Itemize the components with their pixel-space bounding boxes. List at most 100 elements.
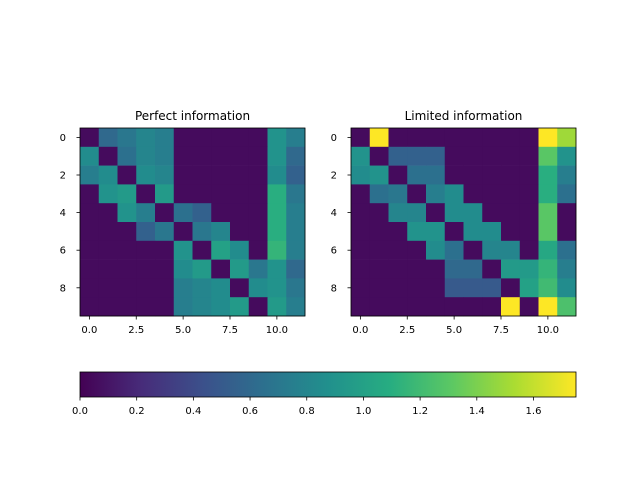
heatmap-cell bbox=[426, 128, 446, 148]
heatmap-cell bbox=[444, 240, 464, 260]
heatmap-cell bbox=[407, 259, 427, 279]
heatmap-cell bbox=[136, 297, 156, 317]
colorbar-frame bbox=[79, 371, 577, 398]
heatmap-cell bbox=[369, 297, 389, 317]
heatmap-cell bbox=[444, 128, 464, 148]
heatmap-cell bbox=[501, 203, 521, 223]
heatmap-cell bbox=[388, 203, 408, 223]
heatmap-cell bbox=[192, 203, 212, 223]
x-tick-label: 7.5 bbox=[493, 325, 509, 336]
heatmap-cell bbox=[230, 259, 250, 279]
heatmap-cell bbox=[519, 184, 539, 204]
heatmap-cell bbox=[211, 203, 231, 223]
heatmap-cell bbox=[192, 297, 212, 317]
heatmap-cell bbox=[369, 240, 389, 260]
heatmap-cell bbox=[501, 259, 521, 279]
heatmap-cell bbox=[192, 222, 212, 242]
heatmap-cell bbox=[557, 259, 577, 279]
heatmap-cell bbox=[519, 259, 539, 279]
heatmap-cell bbox=[155, 203, 175, 223]
heatmap-cell bbox=[557, 297, 577, 317]
heatmap-cell bbox=[117, 146, 137, 166]
heatmap-cell bbox=[519, 297, 539, 317]
heatmap-cell bbox=[369, 165, 389, 185]
heatmap-cell bbox=[230, 278, 250, 298]
heatmap-cell bbox=[482, 184, 502, 204]
heatmap-cell bbox=[482, 259, 502, 279]
heatmap-cell bbox=[80, 184, 100, 204]
heatmap-cell bbox=[351, 297, 371, 317]
heatmap-cell bbox=[98, 203, 118, 223]
heatmap-cell bbox=[557, 203, 577, 223]
heatmap-cell bbox=[192, 146, 212, 166]
heatmap-cell bbox=[388, 259, 408, 279]
heatmap-cell bbox=[173, 184, 193, 204]
heatmap-cell bbox=[519, 165, 539, 185]
colorbar-tick-label: 0.6 bbox=[242, 406, 258, 417]
heatmap-cell bbox=[98, 297, 118, 317]
heatmap-cell bbox=[211, 222, 231, 242]
heatmap-cell bbox=[426, 278, 446, 298]
heatmap-cell bbox=[538, 297, 558, 317]
heatmap-cell bbox=[557, 146, 577, 166]
heatmap-cell bbox=[501, 184, 521, 204]
heatmap-cell bbox=[557, 222, 577, 242]
heatmap-cell bbox=[173, 146, 193, 166]
heatmap-cell bbox=[351, 184, 371, 204]
y-tick-label: 6 bbox=[60, 246, 66, 257]
heatmap-cell bbox=[369, 222, 389, 242]
heatmap-cell bbox=[388, 128, 408, 148]
heatmap-cell bbox=[444, 297, 464, 317]
y-tick-label: 8 bbox=[331, 283, 337, 294]
heatmap-cell bbox=[98, 184, 118, 204]
colorbar-tick-label: 0.2 bbox=[129, 406, 145, 417]
heatmap-cell bbox=[117, 184, 137, 204]
y-tick-label: 4 bbox=[60, 208, 66, 219]
y-tick-label: 2 bbox=[331, 171, 337, 182]
heatmap-cell bbox=[501, 146, 521, 166]
heatmap-cell bbox=[248, 259, 268, 279]
colorbar-gradient bbox=[80, 372, 576, 397]
heatmap-cell bbox=[388, 278, 408, 298]
heatmap-cell bbox=[538, 165, 558, 185]
heatmap-cell bbox=[444, 165, 464, 185]
heatmap-cell bbox=[426, 240, 446, 260]
heatmap-cell bbox=[98, 278, 118, 298]
heatmap-cell bbox=[388, 184, 408, 204]
heatmap-cell bbox=[173, 128, 193, 148]
heatmap-cell bbox=[117, 203, 137, 223]
heatmap-cell bbox=[538, 278, 558, 298]
heatmap-cell bbox=[369, 203, 389, 223]
y-tick-label: 8 bbox=[60, 283, 66, 294]
heatmap-cell bbox=[248, 240, 268, 260]
heatmap-cell bbox=[117, 297, 137, 317]
heatmap-cell bbox=[192, 165, 212, 185]
heatmap-cell bbox=[388, 297, 408, 317]
heatmap-cell bbox=[538, 203, 558, 223]
heatmap-cell bbox=[230, 165, 250, 185]
heatmap-cell bbox=[463, 278, 483, 298]
heatmap-cell bbox=[463, 297, 483, 317]
heatmap-cell bbox=[501, 128, 521, 148]
heatmap-cell bbox=[155, 165, 175, 185]
heatmap-cell bbox=[482, 128, 502, 148]
heatmap-cell bbox=[351, 222, 371, 242]
heatmap-cell bbox=[426, 222, 446, 242]
colorbar-tick-label: 1.2 bbox=[412, 406, 428, 417]
heatmap-cell bbox=[369, 184, 389, 204]
heatmap-cell bbox=[369, 146, 389, 166]
x-axis-ticks: 0.0 2.5 5.0 7.5 10.0 bbox=[81, 316, 288, 336]
heatmap-cell bbox=[444, 146, 464, 166]
heatmap-cell bbox=[267, 259, 287, 279]
heatmap-cell bbox=[482, 146, 502, 166]
heatmap-cell bbox=[557, 240, 577, 260]
heatmap-cell bbox=[519, 222, 539, 242]
heatmap-panel-perfect: Perfect information 0.0 2.5 5.0 7.5 10.0 0 2 4… bbox=[60, 109, 306, 336]
heatmap-cell bbox=[80, 203, 100, 223]
heatmap-cell bbox=[211, 259, 231, 279]
heatmap-cell bbox=[286, 203, 306, 223]
heatmap-cell bbox=[267, 222, 287, 242]
heatmap-cell bbox=[136, 165, 156, 185]
heatmap-cell bbox=[230, 184, 250, 204]
